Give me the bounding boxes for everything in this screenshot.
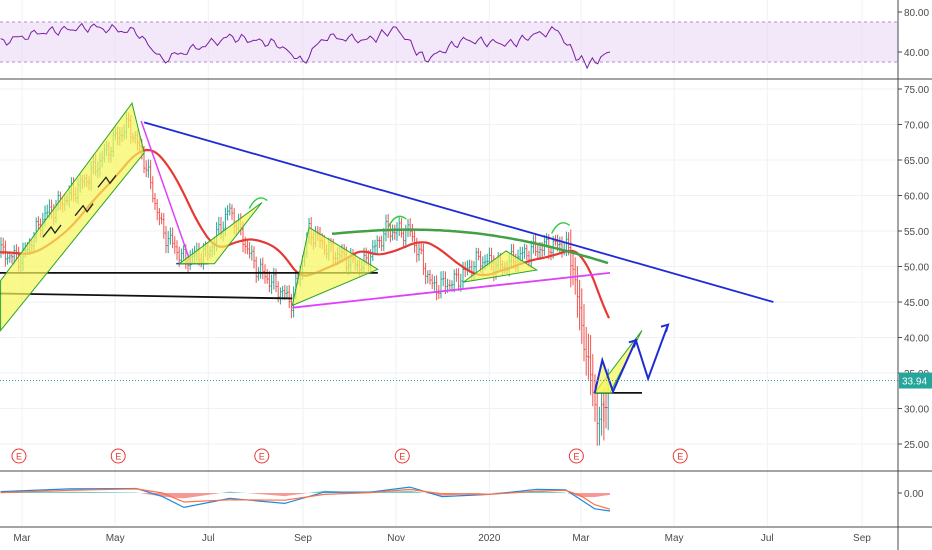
rsi-tick-label: 40.00 [904,48,929,59]
price-tick-label: 60.00 [904,192,929,203]
time-tick-label: Nov [387,533,405,544]
earnings-marker[interactable] [394,448,410,464]
last-price-badge [899,372,932,389]
pattern-channel [0,102,145,332]
peak-arrow [248,197,268,209]
price-tick-label: 45.00 [904,298,929,309]
price-tick-label: 50.00 [904,263,929,274]
projection-arrow-head [628,338,638,348]
price-tick-label: 65.00 [904,156,929,167]
time-tick-label: Sep [853,533,871,544]
time-tick-label: Mar [572,533,590,544]
time-tick-label: May [665,533,684,544]
time-tick-label: Jul [761,533,774,544]
earnings-marker-label: E [259,452,265,462]
moving-average-green [331,228,609,265]
ascending-trendline [292,271,611,309]
pattern-triangle-1 [177,202,263,265]
earnings-marker-label: E [573,452,579,462]
time-tick-label: Jul [202,533,215,544]
rsi-band [0,22,898,62]
last-price-label: 33.94 [902,377,927,388]
earnings-marker[interactable] [672,448,688,464]
earnings-marker-label: E [399,452,405,462]
descending-trendline [143,121,774,303]
earnings-marker[interactable] [110,448,126,464]
price-tick-label: 55.00 [904,227,929,238]
rsi-tick-label: 80.00 [904,8,929,19]
peak-arrow [387,215,407,228]
peak-arrow [551,222,571,234]
macd-pane[interactable] [0,486,611,512]
earnings-marker[interactable] [568,448,584,464]
price-tick-label: 75.00 [904,85,929,96]
price-tick-label: 30.00 [904,405,929,416]
channel-zigzag [42,224,62,238]
pattern-triangle-3 [463,250,539,283]
earnings-marker-label: E [16,452,22,462]
price-tick-label: 25.00 [904,440,929,451]
earnings-marker-label: E [115,452,121,462]
support-line-2 [0,292,293,300]
time-tick-label: 2020 [478,533,501,544]
time-tick-label: May [106,533,125,544]
earnings-marker[interactable] [11,448,27,464]
macd-tick-label: 0.00 [904,489,924,500]
projection-arrow-path [593,324,669,395]
pattern-triangle-2 [291,226,379,307]
time-tick-label: Mar [13,533,31,544]
signal-line [0,488,611,510]
projection-arrow-head [660,323,670,332]
price-tick-label: 40.00 [904,334,929,345]
earnings-marker[interactable] [254,448,270,464]
drop-trendline [140,120,193,266]
price-tick-label: 70.00 [904,121,929,132]
earnings-marker-label: E [677,452,683,462]
channel-zigzag [74,203,94,217]
price-pane[interactable] [0,102,898,446]
channel-zigzag [97,174,117,188]
time-tick-label: Sep [294,533,312,544]
rsi-pane[interactable] [0,21,898,70]
rsi-line [0,22,611,70]
